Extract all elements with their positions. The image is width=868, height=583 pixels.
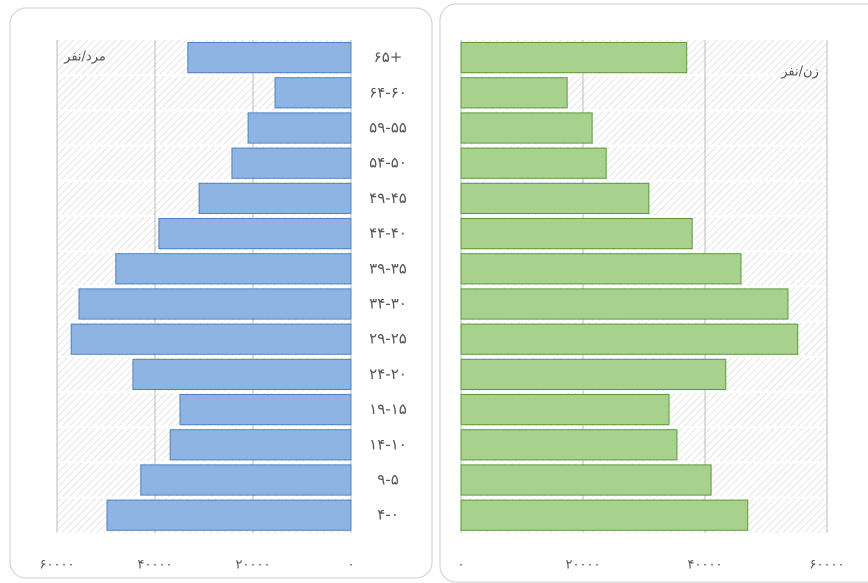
bar	[169, 429, 352, 461]
category-label: ۱۴-۱۰	[369, 435, 407, 453]
x-tick-label: ۶۰۰۰۰	[40, 558, 75, 573]
bar	[460, 323, 799, 355]
bar	[198, 182, 352, 215]
bar	[460, 182, 650, 215]
x-tick-label: ۲۰۰۰۰	[566, 558, 601, 573]
series-label: زن/نفر	[780, 65, 819, 80]
x-tick-label: ۴۰۰۰۰	[138, 558, 173, 573]
category-label: ۳۹-۳۵	[369, 259, 407, 277]
bar	[460, 464, 712, 496]
bar	[460, 499, 749, 531]
bar	[106, 499, 352, 531]
bar	[460, 358, 727, 390]
bar	[274, 77, 352, 109]
category-label: ۵۴-۵۰	[369, 154, 407, 172]
bar	[158, 218, 352, 250]
bar	[187, 42, 352, 74]
bar	[132, 358, 352, 390]
series-label: مرد/نفر	[63, 50, 106, 65]
bar	[78, 288, 352, 320]
bar	[460, 288, 789, 320]
x-tick-label: ۴۰۰۰۰	[688, 558, 723, 573]
category-label: ۴-۰	[377, 506, 399, 524]
x-tick-label: ۰	[458, 558, 465, 573]
bar	[460, 394, 670, 426]
category-label: ۲۴-۲۰	[369, 365, 407, 383]
x-tick-label: ۲۰۰۰۰	[236, 558, 271, 573]
x-tick-label: ۰	[348, 558, 355, 573]
bar	[460, 429, 678, 461]
bar	[460, 42, 688, 74]
bar	[70, 323, 352, 355]
bar	[115, 253, 352, 285]
bar	[247, 112, 352, 144]
bar	[460, 218, 693, 250]
category-label: ۴۴-۴۰	[369, 224, 407, 242]
category-label: ۱۹-۱۵	[369, 400, 407, 418]
category-label: ۵۹-۵۵	[369, 119, 407, 137]
category-label: ۴۹-۴۵	[369, 189, 407, 207]
x-tick-label: ۶۰۰۰۰	[810, 558, 845, 573]
bar	[140, 464, 352, 496]
bar	[460, 253, 742, 285]
bar	[231, 147, 352, 179]
category-label: ۶۴-۶۰	[369, 83, 407, 101]
category-label: ۲۹-۲۵	[369, 330, 407, 348]
bar	[460, 77, 568, 109]
bar	[179, 394, 352, 426]
category-label: ۹-۵	[377, 471, 399, 489]
category-label: ۶۵+	[374, 48, 403, 66]
bar	[460, 112, 593, 144]
bar	[460, 147, 607, 179]
category-label: ۳۴-۳۰	[369, 295, 407, 313]
